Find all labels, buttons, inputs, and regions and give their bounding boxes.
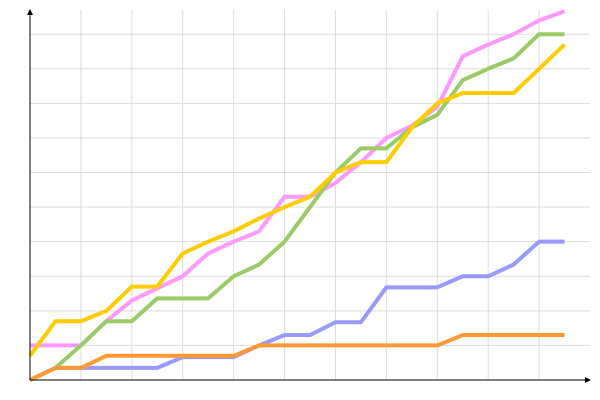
series-line bbox=[28, 43, 566, 357]
series-line bbox=[29, 32, 565, 382]
series-line bbox=[30, 9, 566, 348]
series-line bbox=[29, 239, 565, 382]
series-line bbox=[29, 333, 565, 382]
grid bbox=[30, 10, 590, 380]
lines bbox=[28, 9, 566, 382]
